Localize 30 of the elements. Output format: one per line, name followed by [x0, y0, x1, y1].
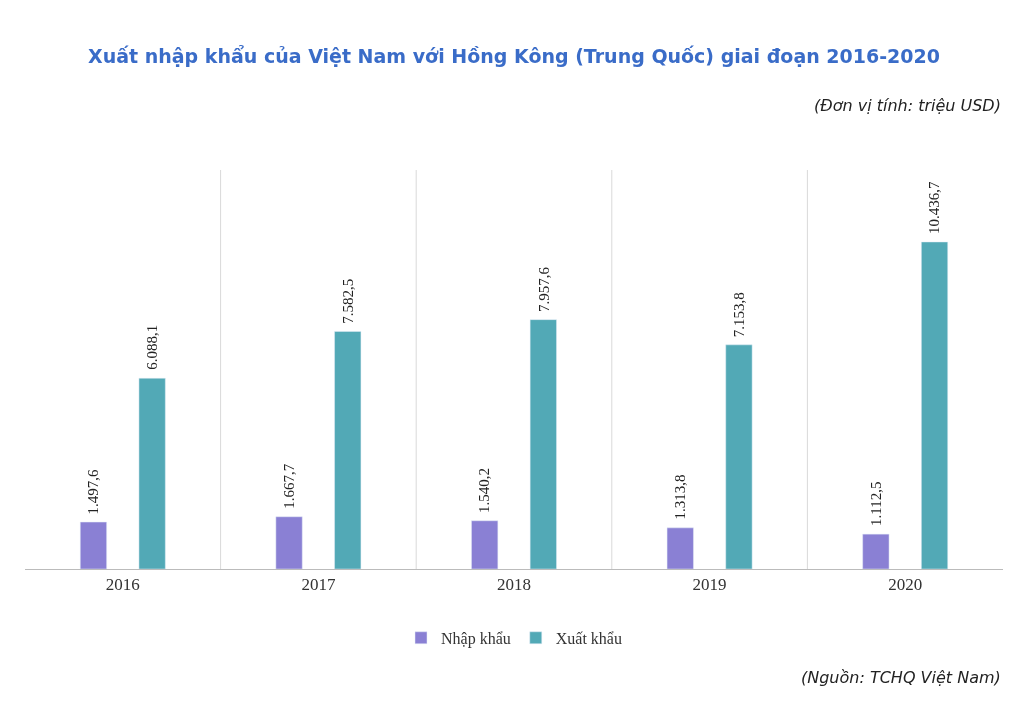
chart-subtitle: (Đơn vị tính: triệu USD)	[814, 96, 1001, 115]
data-label: 1.112,5	[867, 481, 884, 526]
bar	[275, 516, 303, 569]
x-tick-label: 2017	[301, 575, 336, 595]
data-label: 1.497,6	[85, 469, 102, 515]
bar	[666, 527, 694, 569]
data-label: 10.436,7	[926, 180, 943, 234]
data-label: 7.582,5	[339, 278, 356, 324]
data-label: 7.153,8	[730, 292, 747, 338]
x-tick-label: 2019	[692, 575, 727, 595]
x-tick-label: 2020	[888, 575, 923, 595]
legend-label: Nhập khẩu	[441, 630, 511, 649]
chart-title: Xuất nhập khẩu của Việt Nam với Hồng Kông (Trung Quốc) giai đoạn 2016-2020	[88, 44, 940, 67]
bar	[471, 520, 499, 569]
bar	[862, 533, 890, 569]
bar	[921, 241, 948, 569]
data-label: 1.540,2	[476, 467, 493, 513]
bar	[725, 344, 753, 569]
bar	[529, 319, 557, 569]
x-tick-label: 2016	[105, 575, 140, 595]
bar	[138, 377, 166, 569]
data-label: 6.088,1	[144, 324, 161, 370]
legend-label: Xuất khẩu	[555, 630, 622, 648]
bar	[334, 331, 362, 569]
bar	[80, 521, 107, 569]
data-label: 7.957,6	[535, 266, 552, 312]
data-label: 1.313,8	[671, 474, 688, 520]
data-label: 1.667,7	[281, 463, 298, 509]
x-tick-label: 2018	[497, 575, 531, 595]
text: (Nguồn: TCHQ Việt Nam)	[801, 668, 1001, 687]
